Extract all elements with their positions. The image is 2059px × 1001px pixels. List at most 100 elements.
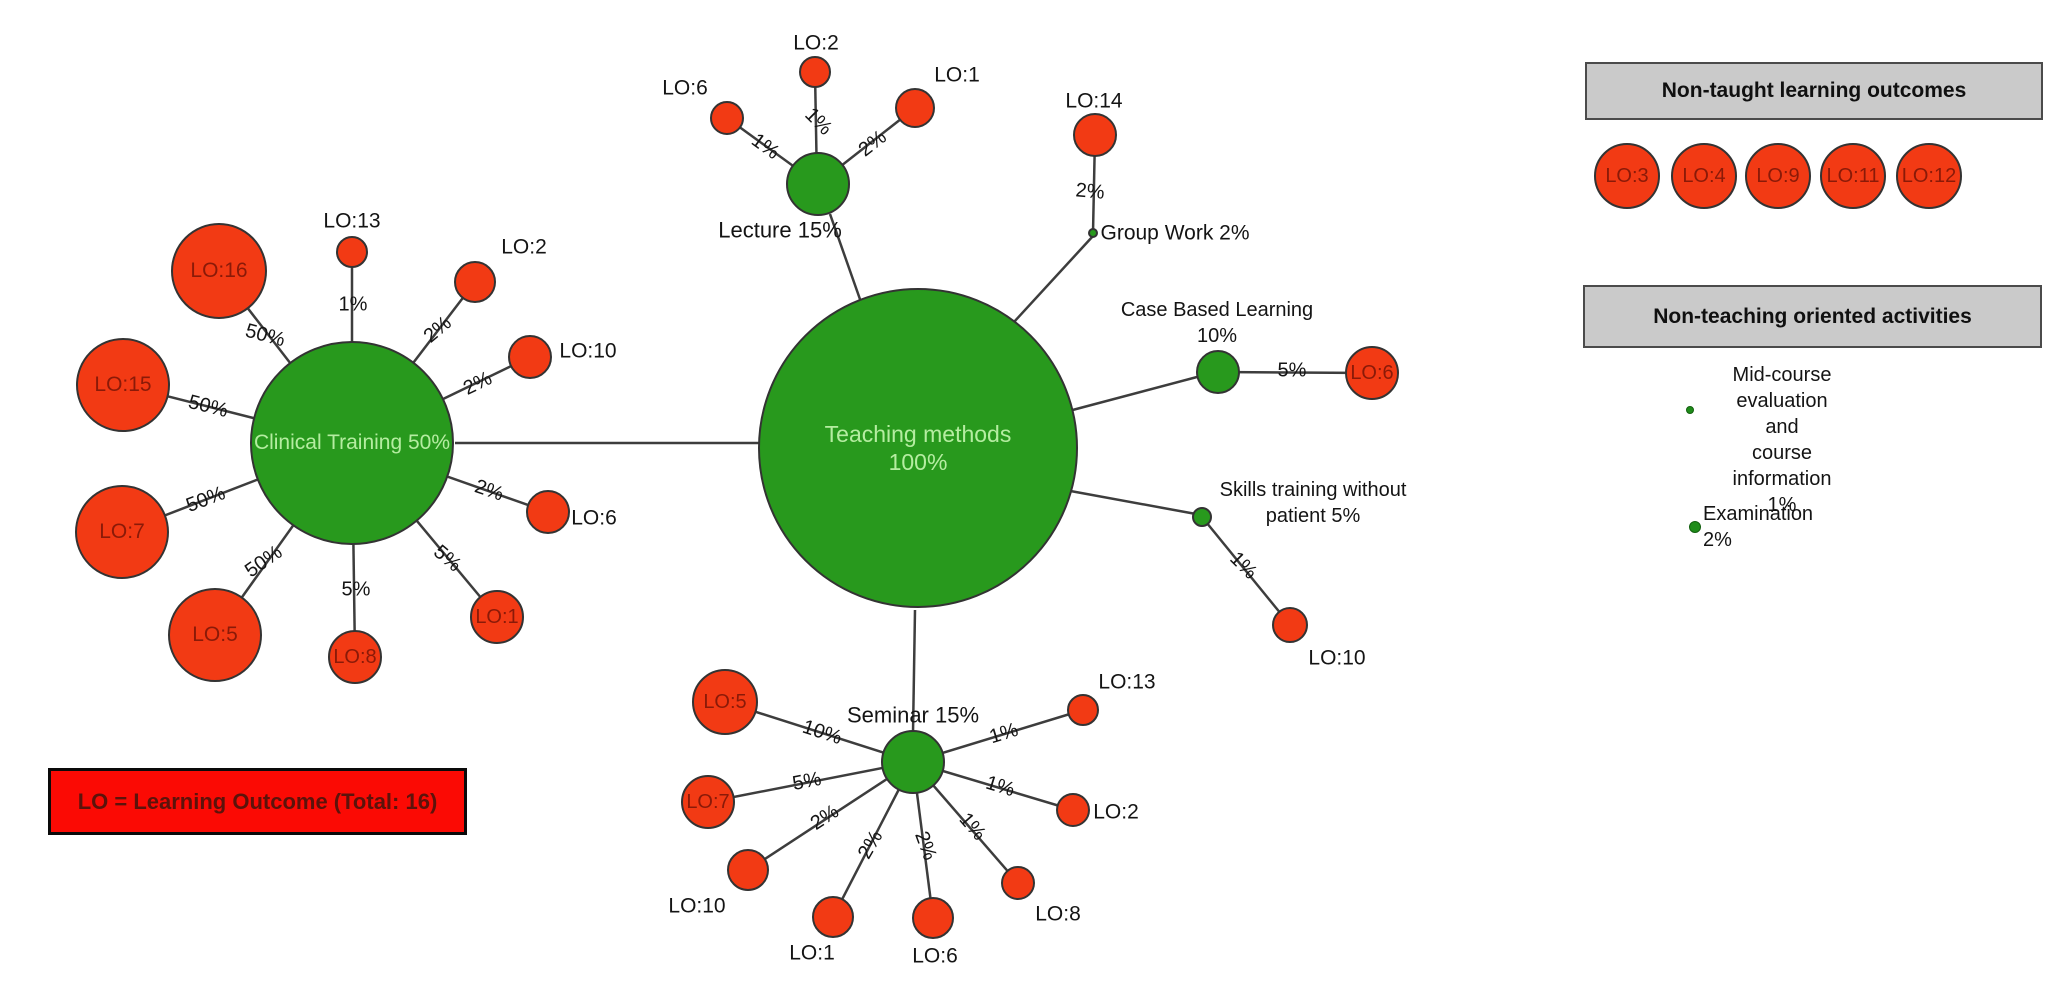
node-seminar-lo8: [1001, 866, 1035, 900]
node-seminar-lo2: [1056, 793, 1090, 827]
label-clinical-lo6: LO:6: [571, 506, 617, 530]
note-box: LO = Learning Outcome (Total: 16): [48, 768, 467, 835]
label-seminar: Seminar 15%: [847, 702, 979, 731]
label-case-based-learning-line-1: 10%: [1196, 325, 1238, 347]
edge-skills-lo10: [1201, 516, 1291, 626]
legend-circle-lo12: LO:12: [1896, 143, 1962, 209]
legend-non-taught-header: Non-taught learning outcomes: [1585, 62, 2043, 120]
label-skills-training-line-1: patient 5%: [1265, 505, 1361, 527]
node-clinical-lo16: LO:16: [171, 223, 267, 319]
label-seminar-lo2: LO:2: [1093, 800, 1139, 824]
edge-seminar-lo7: [707, 760, 914, 804]
node-lecture-lo1: [895, 88, 935, 128]
label-skills-lo10: LO:10: [1308, 646, 1366, 670]
node-group-work: [1088, 228, 1098, 238]
node-skills-lo10: [1272, 607, 1308, 643]
edge-teaching-cbl: [1064, 375, 1198, 414]
node-skills-training: [1192, 507, 1212, 527]
edge-teaching-groupwork: [1013, 235, 1094, 323]
node-seminar-lo6: [912, 897, 954, 939]
legend-circle-label-4: LO:12: [1901, 164, 1957, 187]
legend-non-teaching-title: Non-teaching oriented activities: [1653, 304, 1972, 328]
label-seminar-lo7: LO:7: [686, 790, 730, 813]
node-clinical-lo1: LO:1: [470, 590, 524, 644]
label-lecture-lo2: LO:2: [793, 31, 839, 55]
label-clinical-training-line-0: Clinical Training 50%: [253, 431, 451, 455]
legend-circle-lo9: LO:9: [1745, 143, 1811, 209]
label-seminar-lo8: LO:8: [1035, 902, 1081, 926]
text-mid-course-evaluation-line-0: Mid-course: [1732, 364, 1832, 386]
edge-teaching-skills: [1064, 488, 1197, 516]
node-groupwork-lo14: [1073, 113, 1117, 157]
edge-label-lo14-groupwork: 2%: [1074, 179, 1106, 204]
node-case-based-learning: [1196, 350, 1240, 394]
edge-label-clinical-lo13: 1%: [338, 293, 368, 316]
label-clinical-lo2: LO:2: [501, 235, 547, 259]
edge-teaching-seminar: [911, 609, 917, 734]
label-lecture: Lecture 15%: [718, 217, 842, 246]
label-seminar-lo13: LO:13: [1098, 670, 1156, 694]
edge-label-clinical-lo8: 5%: [341, 578, 371, 601]
node-cbl-lo6: LO:6: [1345, 346, 1399, 400]
label-teaching-methods: Teaching methods 100%: [825, 420, 1012, 476]
edge-label-cbl-lo6: 5%: [1277, 359, 1307, 382]
text-examination: Examination 2%: [1703, 501, 1813, 553]
node-clinical-lo6: [526, 490, 570, 534]
text-mid-course-evaluation-line-2: course information: [1732, 442, 1832, 490]
node-clinical-lo5: LO:5: [168, 588, 262, 682]
dot-mid-course-evaluation: [1686, 406, 1694, 414]
node-seminar: [881, 730, 945, 794]
label-seminar-lo1: LO:1: [789, 941, 835, 965]
label-case-based-learning-line-0: Case Based Learning: [1120, 299, 1314, 321]
label-skills-training: Skills training without patient 5%: [1220, 477, 1407, 529]
node-lecture-lo6: [710, 101, 744, 135]
legend-circle-label-2: LO:9: [1756, 164, 1800, 187]
label-case-based-learning: Case Based Learning 10%: [1121, 297, 1313, 349]
dot-examination: [1689, 521, 1701, 533]
node-lecture-lo2: [799, 56, 831, 88]
node-clinical-lo10: [508, 335, 552, 379]
legend-circle-label-0: LO:3: [1605, 164, 1649, 187]
node-clinical-training: Clinical Training 50%: [250, 341, 454, 545]
node-clinical-lo15: LO:15: [76, 338, 170, 432]
node-clinical-lo7: LO:7: [75, 485, 169, 579]
text-mid-course-evaluation: Mid-course evaluation and course informati…: [1733, 362, 1832, 518]
legend-non-taught-title: Non-taught learning outcomes: [1661, 79, 1967, 102]
text-mid-course-evaluation-line-3: 1%: [1767, 494, 1797, 516]
legend-circle-label-3: LO:11: [1826, 164, 1880, 187]
label-teaching-methods-line-1: 100%: [888, 449, 948, 475]
label-clinical-lo7: LO:7: [99, 520, 145, 544]
label-clinical-lo8: LO:8: [333, 645, 377, 668]
edge-seminar-lo10: [747, 760, 914, 872]
label-groupwork-lo14: LO:14: [1065, 89, 1123, 113]
node-clinical-lo13: [336, 236, 368, 268]
node-teaching-methods: Teaching methods 100%: [758, 288, 1078, 608]
label-clinical-training: Clinical Training 50%: [254, 430, 450, 456]
label-clinical-lo13: LO:13: [323, 209, 381, 233]
legend-non-teaching-header: Non-teaching oriented activities: [1583, 285, 2042, 348]
label-skills-training-line-0: Skills training without: [1219, 479, 1407, 501]
node-seminar-lo10: [727, 849, 769, 891]
node-seminar-lo13: [1067, 694, 1099, 726]
node-seminar-lo7: LO:7: [681, 775, 735, 829]
label-clinical-lo5: LO:5: [192, 623, 238, 647]
label-clinical-lo1: LO:1: [475, 605, 519, 628]
node-clinical-lo2: [454, 261, 496, 303]
label-seminar-lo5: LO:5: [703, 690, 747, 713]
legend-circle-lo3: LO:3: [1594, 143, 1660, 209]
label-lecture-lo1: LO:1: [934, 63, 980, 87]
label-clinical-lo10: LO:10: [559, 339, 617, 363]
node-seminar-lo5: LO:5: [692, 669, 758, 735]
node-lecture: [786, 152, 850, 216]
text-examination-line-0: Examination 2%: [1703, 503, 1814, 551]
label-lecture-line-0: Lecture 15%: [718, 217, 842, 243]
label-cbl-lo6: LO:6: [1350, 361, 1394, 384]
label-seminar-lo6: LO:6: [912, 944, 958, 968]
label-teaching-methods-line-0: Teaching methods: [824, 420, 1012, 447]
label-clinical-lo15: LO:15: [94, 373, 152, 397]
label-lecture-lo6: LO:6: [662, 76, 708, 100]
node-seminar-lo1: [812, 896, 854, 938]
legend-circle-label-1: LO:4: [1682, 164, 1726, 187]
text-mid-course-evaluation-line-1: evaluation and: [1736, 390, 1828, 438]
